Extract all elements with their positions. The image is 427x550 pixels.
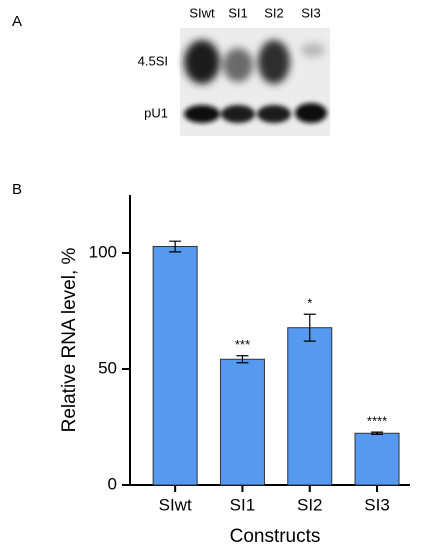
lane-label: SI3 — [301, 5, 321, 20]
bar — [219, 358, 265, 486]
bar — [152, 246, 198, 486]
significance-label: **** — [367, 414, 387, 429]
y-tick-label: 50 — [98, 358, 117, 377]
x-axis-label: Constructs — [230, 526, 321, 547]
row-label: 4.5SI — [138, 53, 168, 68]
lane-label: SI2 — [264, 5, 284, 20]
x-tick-label: SI2 — [297, 495, 323, 514]
blot — [180, 28, 330, 136]
error-bar — [236, 355, 249, 364]
y-axis-label: Relative RNA level, % — [59, 247, 80, 432]
error-bar — [169, 240, 182, 253]
x-tick-label: SIwt — [159, 495, 192, 514]
x-tick-label: SI3 — [364, 495, 390, 514]
panel-label: B — [12, 181, 22, 198]
significance-label: *** — [235, 337, 250, 352]
row-label: pU1 — [144, 105, 168, 120]
lane-label: SIwt — [189, 5, 215, 20]
significance-label: * — [307, 296, 312, 311]
error-bar — [371, 431, 384, 436]
error-bar — [303, 313, 316, 342]
x-tick-label: SI1 — [230, 495, 256, 514]
panel-label: A — [12, 13, 22, 30]
y-tick-label: 0 — [108, 474, 117, 493]
bar — [287, 327, 333, 486]
bar — [354, 432, 400, 486]
lane-label: SI1 — [228, 5, 248, 20]
y-tick-label: 100 — [89, 242, 117, 261]
